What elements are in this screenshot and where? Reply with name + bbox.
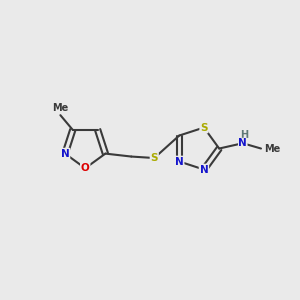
Text: N: N	[238, 138, 247, 148]
Text: S: S	[200, 122, 208, 133]
Text: N: N	[61, 148, 69, 159]
Text: Me: Me	[52, 103, 68, 113]
Text: Me: Me	[265, 143, 281, 154]
Text: N: N	[200, 164, 208, 175]
Text: N: N	[175, 157, 184, 166]
Text: O: O	[81, 163, 90, 173]
Text: H: H	[240, 130, 248, 140]
Text: S: S	[151, 153, 158, 163]
